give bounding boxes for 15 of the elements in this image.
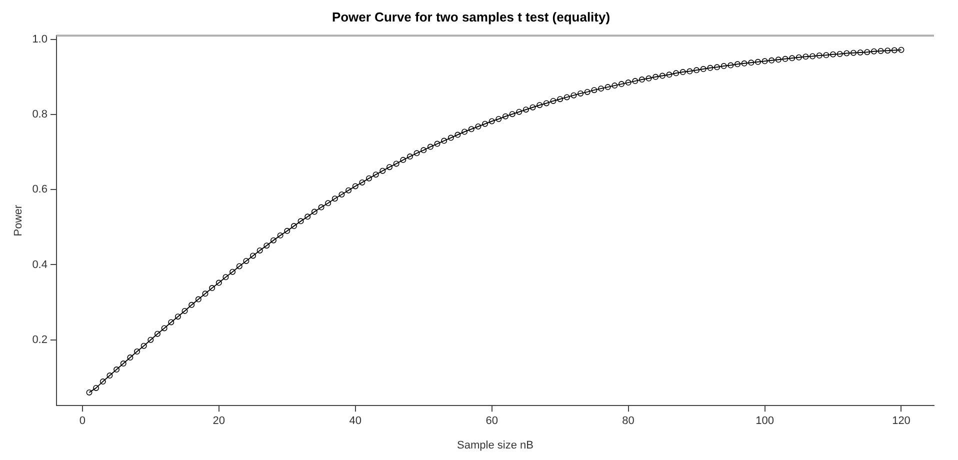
y-axis-title: Power: [12, 204, 25, 236]
x-tick-label: 100: [756, 415, 774, 428]
y-tick-label: 1.0: [32, 33, 48, 46]
x-tick-label: 40: [349, 415, 362, 428]
y-tick-label: 0.8: [32, 108, 48, 121]
y-tick-label: 0.6: [32, 184, 48, 196]
y-tick-label: 0.2: [32, 334, 48, 346]
y-tick-label: 0.4: [32, 258, 48, 271]
chart-title: Power Curve for two samples t test (equality): [332, 9, 610, 24]
x-tick-label: 20: [212, 415, 226, 428]
x-tick-label: 120: [892, 415, 910, 428]
x-axis-title: Sample size nB: [457, 439, 534, 452]
x-tick-label: 80: [622, 415, 634, 428]
x-tick-label: 60: [486, 415, 498, 428]
x-tick-label: 0: [79, 415, 86, 428]
